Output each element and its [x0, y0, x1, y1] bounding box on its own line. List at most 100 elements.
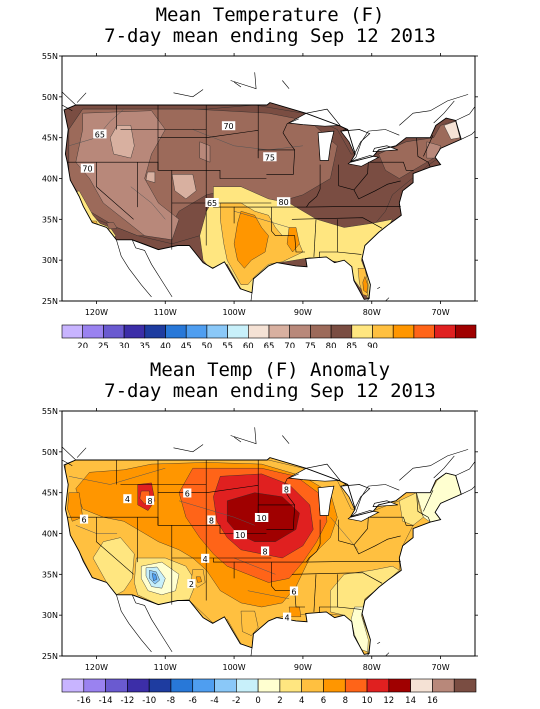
- contour-label-bg: [289, 586, 299, 596]
- shaded-region: [330, 565, 400, 654]
- neighbor-coastline: [455, 106, 475, 121]
- colorbar-label: -4: [210, 696, 218, 706]
- colorbar-label: 75: [305, 342, 316, 348]
- map1-title-line2: 7-day mean ending Sep 12 2013: [104, 25, 436, 47]
- map2-title-line2: 7-day mean ending Sep 12 2013: [104, 380, 436, 402]
- colorbar-swatch: [105, 678, 128, 693]
- lat-label: 30N: [42, 611, 58, 620]
- state-boundary: [67, 161, 267, 179]
- great-lake: [317, 485, 335, 516]
- colorbar-swatch: [413, 324, 435, 339]
- contour-label-bg: [123, 494, 132, 504]
- lon-label: 100W: [222, 663, 245, 672]
- lat-label: 45N: [42, 489, 58, 498]
- colorbar-label: 45: [181, 342, 192, 348]
- colorbar-label: 0: [255, 696, 260, 706]
- shaded-region: [443, 121, 461, 140]
- colorbar-swatch: [344, 678, 368, 693]
- state-boundary: [270, 562, 276, 591]
- shaded-region: [195, 576, 202, 583]
- neighbor-coastline: [461, 485, 475, 495]
- neighbor-coastline: [62, 446, 77, 461]
- colorbar-label: 20: [77, 342, 88, 348]
- contour-label-bg: [146, 495, 155, 505]
- colorbar-label: 50: [201, 342, 212, 348]
- neighbor-coastline: [132, 239, 159, 250]
- neighbor-coastline: [385, 297, 390, 301]
- state-boundary: [257, 504, 295, 514]
- neighbor-coastline: [62, 91, 77, 106]
- colorbar-swatch: [301, 678, 324, 693]
- contour-label-bg: [282, 612, 292, 622]
- contour-label-bg: [254, 512, 269, 522]
- colorbar-label: -6: [188, 696, 196, 706]
- state-boundary: [416, 137, 431, 168]
- neighbor-coastline: [433, 100, 455, 124]
- lon-label: 110W: [154, 663, 177, 672]
- lat-label: 30N: [42, 256, 58, 265]
- neighbor-coastline: [250, 647, 253, 656]
- map-content: 65 70 70 75 65 80: [62, 56, 475, 301]
- shaded-region: [199, 141, 211, 163]
- state-boundary: [67, 516, 267, 534]
- state-boundary: [275, 235, 305, 253]
- colorbar-swatch: [192, 678, 215, 693]
- colorbar-label: 85: [346, 342, 357, 348]
- contour-line: [178, 500, 255, 526]
- colorbar-label: 80: [326, 342, 337, 348]
- lon-label: 70W: [432, 663, 450, 672]
- colorbar-swatch: [83, 678, 106, 693]
- contour-label: 6: [81, 516, 86, 525]
- map-content: 4 6 8 6 8 8 10 10 8 6 4 2 4: [62, 411, 475, 656]
- shaded-region: [106, 222, 118, 230]
- lat-label: 35N: [42, 215, 58, 224]
- neighbor-coastline: [367, 297, 370, 301]
- colorbar-swatch: [236, 678, 259, 693]
- colorbar-swatch: [372, 324, 394, 339]
- colorbar-label: 10: [362, 696, 373, 706]
- outside-us-mask: [62, 411, 475, 656]
- lat-label: 45N: [42, 134, 58, 143]
- neighbor-coastline: [455, 461, 475, 476]
- colorbar-swatch: [214, 678, 237, 693]
- state-boundary: [368, 516, 414, 526]
- colorbar-swatch: [61, 324, 84, 339]
- state-boundary: [96, 162, 134, 220]
- lon-label: 70W: [432, 308, 450, 317]
- colorbar-swatch: [366, 678, 390, 693]
- colorbar-label: -8: [167, 696, 175, 706]
- colorbar-label: -10: [142, 696, 156, 706]
- contour-label-bg: [207, 515, 216, 525]
- colorbar-swatch: [61, 678, 85, 693]
- contour-label: 6: [291, 587, 296, 596]
- neighbor-coastline: [62, 104, 73, 111]
- state-boundary: [423, 135, 434, 157]
- neighbor-coastline: [173, 89, 204, 98]
- contour-label: 70: [82, 165, 92, 174]
- colorbar-swatch: [432, 678, 455, 693]
- contour-label: 4: [125, 495, 130, 504]
- lon-label: 110W: [154, 308, 177, 317]
- great-lake: [317, 130, 335, 161]
- lon-label: 120W: [85, 308, 108, 317]
- colorbar-label: 30: [119, 342, 130, 348]
- contour-label-bg: [79, 514, 89, 524]
- lat-label: 25N: [42, 297, 58, 306]
- neighbor-coastline: [250, 292, 253, 301]
- lat-label: 35N: [42, 570, 58, 579]
- neighbor-coastline: [230, 72, 257, 90]
- neighbor-coastline: [233, 436, 242, 443]
- shaded-region: [67, 492, 83, 522]
- colorbar-swatch: [392, 324, 415, 339]
- colorbar-swatch: [82, 324, 104, 339]
- colorbar-swatch: [257, 678, 281, 693]
- neighbor-coastline: [173, 444, 204, 453]
- colorbar-label: -14: [99, 696, 113, 706]
- shaded-region: [109, 125, 135, 159]
- neighbor-coastline: [116, 594, 152, 653]
- colorbar-swatch: [330, 324, 353, 339]
- colorbar-label: 65: [264, 342, 275, 348]
- shaded-region: [362, 275, 368, 294]
- colorbar-label: 8: [343, 696, 348, 706]
- neighbor-coastline: [282, 80, 290, 89]
